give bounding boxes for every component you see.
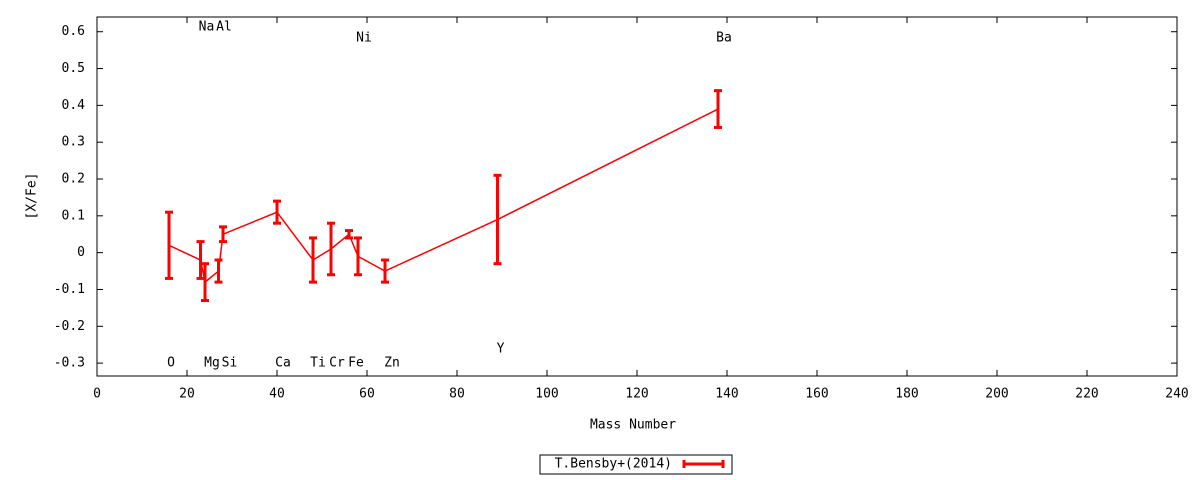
x-tick-label: 60 <box>359 387 375 402</box>
series-line <box>168 108 719 284</box>
x-tick-label: 160 <box>805 387 828 402</box>
error-bar <box>273 199 281 225</box>
y-axis-label: [X/Fe] <box>25 173 40 220</box>
y-tick-label: 0.6 <box>62 24 85 39</box>
error-bar <box>309 236 317 284</box>
error-bar <box>219 225 227 244</box>
y-tick-label: -0.1 <box>54 282 85 297</box>
point-label: Al <box>216 20 232 35</box>
x-tick-label: 200 <box>985 387 1008 402</box>
point-label: Ni <box>356 31 372 46</box>
y-tick-label: -0.2 <box>54 319 85 334</box>
point-label: Si <box>222 356 238 371</box>
error-bar <box>345 229 353 240</box>
x-tick-label: 40 <box>269 387 285 402</box>
x-tick-label: 220 <box>1075 387 1098 402</box>
error-bar <box>493 173 502 266</box>
point-label: Ba <box>716 31 732 46</box>
legend-box <box>539 454 733 475</box>
point-label: O <box>167 356 175 371</box>
y-tick-label: 0.2 <box>62 172 85 187</box>
y-tick-label: 0.4 <box>62 98 86 113</box>
y-tick-label: 0.1 <box>62 208 85 223</box>
y-tick-label: 0.5 <box>62 61 85 76</box>
point-label: Ca <box>275 356 291 371</box>
x-tick-label: 240 <box>1165 387 1188 402</box>
y-tick-label: -0.3 <box>54 356 85 371</box>
error-bar <box>327 221 335 277</box>
error-bar <box>714 89 722 129</box>
point-label: Cr <box>329 356 345 371</box>
error-bar <box>214 258 223 284</box>
error-bar <box>381 258 389 284</box>
point-label: Zn <box>384 356 400 371</box>
point-label: Ti <box>310 356 326 371</box>
x-axis-label: Mass Number <box>590 418 676 433</box>
plot-frame <box>96 16 1178 377</box>
legend-label: T.Bensby+(2014) <box>555 457 672 472</box>
y-tick-label: 0.3 <box>62 135 85 150</box>
x-tick-label: 180 <box>895 387 918 402</box>
error-bar <box>165 210 173 280</box>
point-label: Fe <box>348 356 364 371</box>
x-tick-label: 20 <box>179 387 195 402</box>
error-bar <box>196 240 205 280</box>
point-label: Mg <box>204 356 220 371</box>
point-label: Na <box>199 20 215 35</box>
point-label: Y <box>497 342 505 357</box>
y-tick-label: 0 <box>77 245 85 260</box>
x-tick-label: 100 <box>535 387 558 402</box>
error-bar <box>201 262 209 303</box>
x-tick-label: 0 <box>93 387 101 402</box>
x-tick-label: 140 <box>715 387 738 402</box>
x-tick-label: 80 <box>449 387 465 402</box>
x-tick-label: 120 <box>625 387 648 402</box>
error-bar <box>354 236 362 277</box>
